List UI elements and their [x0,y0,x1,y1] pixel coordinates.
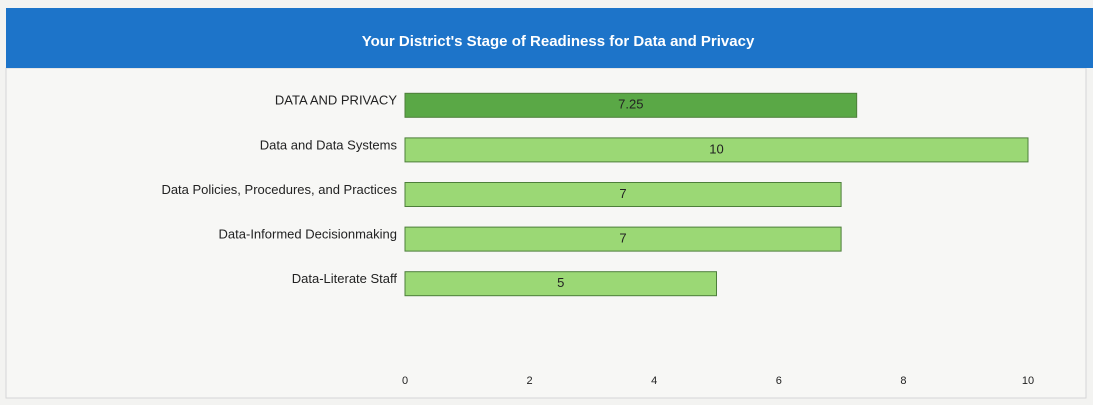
value-label: 10 [709,141,723,156]
x-tick-label: 6 [776,375,782,387]
value-label: 7 [619,186,626,201]
bar [404,226,842,252]
x-tick-label: 4 [651,375,657,387]
bar [404,182,842,207]
bar [404,271,717,297]
x-tick-label: 2 [527,375,533,387]
bar [404,137,1029,163]
x-tick-label: 8 [900,375,906,387]
y-tick-label: Data Policies, Procedures, and Practices [161,182,397,197]
value-label: 5 [557,275,564,290]
y-tick-label: Data and Data Systems [260,137,398,152]
value-label: 7.25 [618,97,643,112]
y-tick-label: Data-Literate Staff [292,271,398,286]
y-tick-label: DATA AND PRIVACY [275,93,397,108]
value-label: 7 [619,231,626,246]
x-tick-label: 10 [1022,375,1034,387]
y-tick-label: Data-Informed Decisionmaking [219,227,397,242]
header-band [6,8,1093,68]
chart-title: Your District's Stage of Readiness for D… [362,33,755,50]
bar [404,92,858,118]
x-tick-label: 0 [402,375,408,387]
